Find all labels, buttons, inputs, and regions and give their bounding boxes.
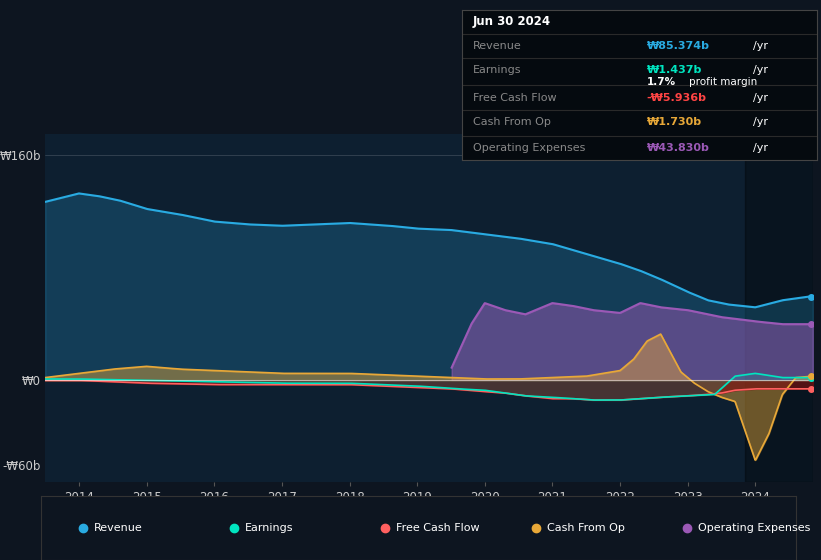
Text: Revenue: Revenue [473,40,521,50]
Text: /yr: /yr [753,64,768,74]
Text: ₩1.730b: ₩1.730b [647,117,702,127]
Text: -₩5.936b: -₩5.936b [647,93,707,103]
Text: /yr: /yr [753,117,768,127]
Text: /yr: /yr [753,93,768,103]
Text: Jun 30 2024: Jun 30 2024 [473,15,551,28]
Bar [745,134,813,482]
Text: /yr: /yr [753,40,768,50]
Text: Earnings: Earnings [245,523,293,533]
Text: 1.7%: 1.7% [647,77,676,87]
Text: Operating Expenses: Operating Expenses [698,523,810,533]
Text: ₩43.830b: ₩43.830b [647,143,709,152]
Text: Cash From Op: Cash From Op [473,117,551,127]
Text: Free Cash Flow: Free Cash Flow [473,93,557,103]
Text: profit margin: profit margin [689,77,758,87]
Text: /yr: /yr [753,143,768,152]
Text: ₩1.437b: ₩1.437b [647,64,702,74]
Text: Operating Expenses: Operating Expenses [473,143,585,152]
Text: ₩85.374b: ₩85.374b [647,40,709,50]
Text: Cash From Op: Cash From Op [547,523,625,533]
Text: Free Cash Flow: Free Cash Flow [396,523,479,533]
Text: Earnings: Earnings [473,64,521,74]
Text: Revenue: Revenue [94,523,143,533]
